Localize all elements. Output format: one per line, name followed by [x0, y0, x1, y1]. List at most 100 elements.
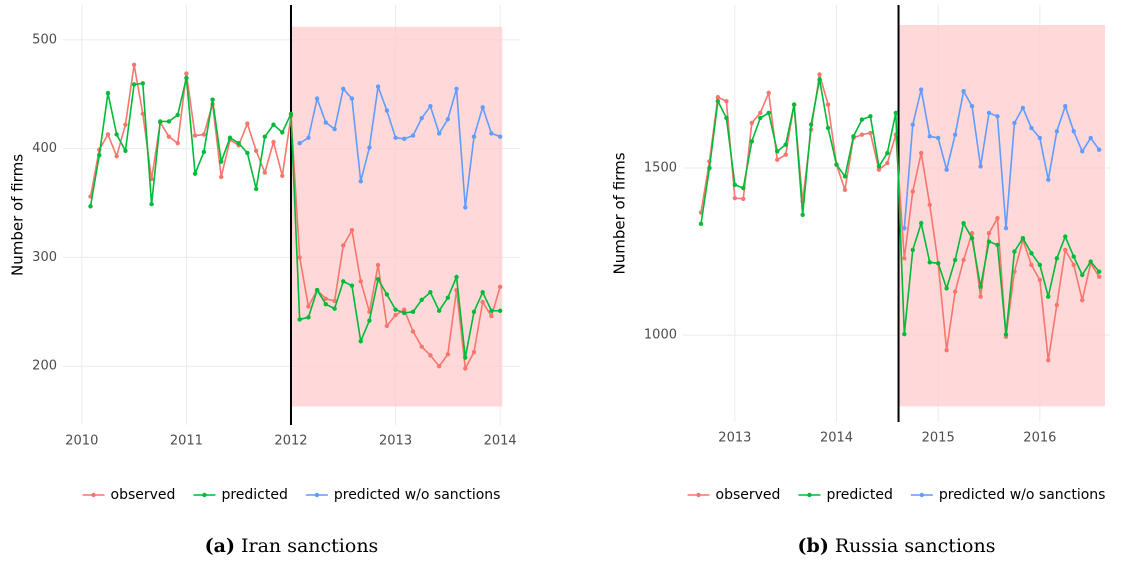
data-point: [910, 247, 915, 253]
data-point: [358, 339, 363, 344]
data-point: [332, 126, 337, 132]
data-point: [297, 140, 302, 146]
legend-item: observed: [687, 487, 780, 503]
data-point: [885, 160, 890, 166]
data-point: [842, 174, 848, 179]
data-point: [1080, 297, 1085, 303]
legend-label: predicted w/o sanctions: [939, 487, 1106, 503]
data-point: [1096, 274, 1102, 279]
data-point: [1029, 262, 1034, 268]
caption-text: Russia sanctions: [835, 535, 996, 557]
data-point: [927, 134, 932, 139]
data-point: [715, 95, 721, 100]
data-point: [758, 110, 763, 116]
data-point: [1071, 254, 1076, 259]
legend-item: observed: [82, 487, 175, 503]
data-point: [791, 102, 797, 107]
data-point: [698, 221, 704, 227]
data-point: [986, 239, 992, 244]
data-point: [271, 139, 276, 145]
data-point: [910, 189, 915, 194]
data-point: [851, 134, 856, 139]
y-axis-title: Number of firms: [611, 152, 629, 274]
data-point: [471, 349, 477, 355]
legend: observed predicted predicted w/o sanctions: [82, 487, 500, 503]
data-point: [732, 182, 738, 187]
data-point: [454, 86, 459, 91]
data-point: [114, 154, 119, 159]
data-point: [489, 131, 494, 136]
caption: (b) Russia sanctions: [798, 535, 996, 557]
data-point: [1088, 259, 1093, 264]
data-point: [859, 117, 865, 122]
data-point: [1012, 269, 1017, 274]
legend-item: predicted: [193, 487, 288, 503]
data-point: [131, 62, 137, 68]
data-point: [219, 159, 224, 164]
data-point: [817, 77, 822, 82]
data-point: [158, 119, 163, 124]
data-point: [445, 117, 451, 122]
y-tick-label: 200: [32, 359, 57, 374]
y-tick-label: 500: [32, 32, 57, 47]
data-point: [402, 136, 407, 142]
data-point: [868, 130, 873, 136]
data-point: [463, 355, 468, 360]
data-point: [402, 307, 407, 312]
data-point: [428, 103, 433, 109]
data-point: [978, 164, 983, 169]
data-point: [210, 97, 215, 102]
data-point: [944, 286, 949, 291]
data-point: [393, 307, 398, 312]
data-point: [969, 231, 975, 236]
legend-dot: [919, 492, 925, 498]
data-point: [1096, 147, 1102, 152]
data-point: [1071, 262, 1076, 268]
data-point: [410, 133, 416, 138]
data-point: [1080, 272, 1085, 278]
data-point: [445, 352, 451, 357]
data-point: [919, 150, 924, 156]
x-tick-label: 2014: [820, 431, 853, 446]
data-point: [323, 302, 329, 307]
data-point: [480, 299, 485, 305]
data-point: [978, 284, 983, 289]
data-point: [978, 294, 983, 299]
data-point: [88, 204, 93, 209]
data-point: [876, 164, 882, 169]
data-point: [175, 112, 180, 118]
data-point: [749, 120, 755, 126]
data-point: [1054, 302, 1060, 308]
data-point: [419, 297, 424, 303]
data-point: [288, 111, 294, 117]
data-point: [393, 312, 398, 318]
data-point: [961, 89, 966, 94]
legend-item: predicted: [798, 487, 893, 503]
x-tick-label: 2011: [170, 434, 203, 449]
data-point: [927, 260, 932, 265]
x-tick-label: 2013: [379, 434, 412, 449]
data-point: [707, 165, 712, 171]
data-point: [227, 135, 233, 140]
data-point: [280, 130, 285, 135]
x-tick-label: 2015: [922, 431, 955, 446]
data-point: [800, 212, 805, 218]
y-tick-label: 400: [32, 141, 57, 156]
data-point: [783, 152, 788, 157]
data-point: [1054, 129, 1060, 134]
data-point: [262, 134, 268, 139]
data-point: [175, 140, 180, 146]
data-point: [358, 279, 363, 284]
x-tick-label: 2014: [484, 434, 517, 449]
data-point: [314, 96, 320, 101]
data-point: [323, 120, 329, 125]
data-point: [741, 196, 746, 201]
data-point: [358, 179, 363, 184]
data-point: [1088, 135, 1093, 141]
data-point: [927, 202, 932, 208]
data-point: [123, 122, 128, 127]
data-point: [842, 187, 848, 192]
data-point: [192, 171, 198, 176]
data-point: [349, 96, 355, 101]
data-point: [306, 304, 311, 309]
